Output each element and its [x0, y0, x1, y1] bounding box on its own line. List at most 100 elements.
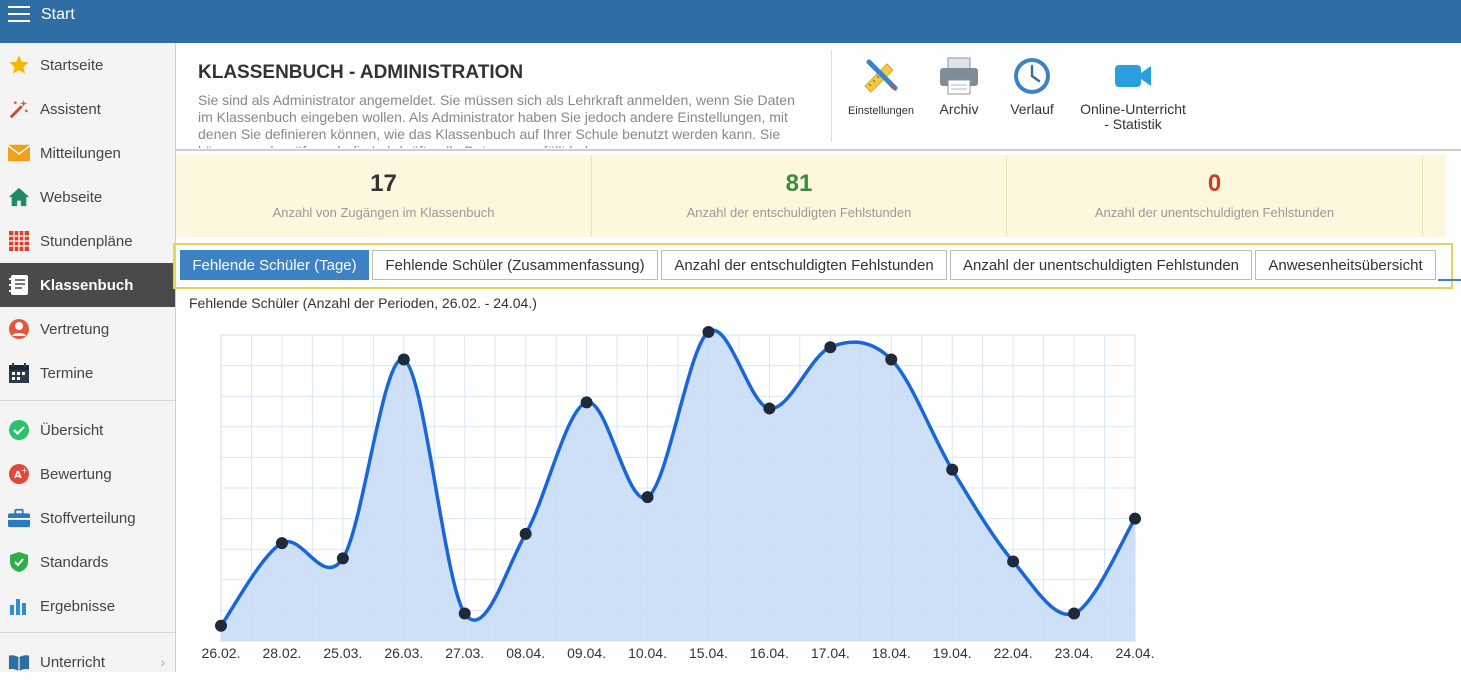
- open-book-icon: [8, 651, 30, 673]
- data-point: [641, 491, 654, 504]
- check-circle-icon: [8, 419, 30, 441]
- tab-missing-students-summary[interactable]: Fehlende Schüler (Zusammenfassung): [372, 250, 658, 280]
- sidebar-item-mitteilungen[interactable]: Mitteilungen: [0, 131, 175, 175]
- x-tick-label: 09.04.: [567, 645, 606, 661]
- data-point: [702, 325, 715, 338]
- absence-area-chart: 26.02. 28.02. 25.03. 26.03. 27.03. 08.04. 09.0…: [202, 325, 1155, 661]
- top-bar: Start: [0, 0, 1461, 43]
- svg-text:A: A: [14, 470, 22, 481]
- stat-accesses: 17 Anzahl von Zugängen im Klassenbuch: [176, 155, 591, 237]
- star-icon: [8, 54, 30, 76]
- settings-button[interactable]: Einstellungen: [845, 54, 917, 118]
- data-point: [946, 463, 959, 476]
- sidebar: Startseite Assistent Mitteilungen Websei…: [0, 43, 176, 672]
- stat-label: Anzahl der entschuldigten Fehlstunden: [686, 205, 912, 220]
- house-icon: [8, 186, 30, 208]
- sidebar-item-standards[interactable]: Standards: [0, 540, 175, 584]
- envelope-icon: [8, 142, 30, 164]
- notebook-icon: [8, 274, 30, 296]
- sidebar-item-unterricht[interactable]: Unterricht ›: [0, 640, 175, 684]
- briefcase-icon: [8, 507, 30, 529]
- settings-label: Einstellungen: [847, 105, 915, 117]
- x-tick-label: 28.02.: [262, 645, 301, 661]
- sidebar-item-stoffverteilung[interactable]: Stoffverteilung: [0, 496, 175, 540]
- data-point: [1068, 607, 1081, 620]
- stat-divider: [1006, 155, 1007, 237]
- sidebar-item-uebersicht[interactable]: Übersicht: [0, 408, 175, 452]
- ruler-pencil-icon: [845, 54, 917, 98]
- sidebar-item-label: Assistent: [40, 100, 101, 118]
- tab-missing-students-days[interactable]: Fehlende Schüler (Tage): [180, 250, 369, 280]
- sidebar-item-vertretung[interactable]: Vertretung: [0, 307, 175, 351]
- tab-attendance-overview[interactable]: Anwesenheitsübersicht: [1255, 250, 1436, 280]
- sidebar-item-stundenplaene[interactable]: Stundenpläne: [0, 219, 175, 263]
- sidebar-item-label: Unterricht: [40, 653, 106, 671]
- x-tick-label: 15.04.: [689, 645, 728, 661]
- data-point: [580, 396, 593, 409]
- tab-excused-hours[interactable]: Anzahl der entschuldigten Fehlstunden: [661, 250, 947, 280]
- sidebar-divider: [0, 400, 175, 401]
- data-point: [519, 527, 532, 540]
- x-tick-label: 10.04.: [628, 645, 667, 661]
- data-point: [275, 537, 288, 550]
- sidebar-item-label: Standards: [40, 553, 109, 571]
- sidebar-item-webseite[interactable]: Webseite: [0, 175, 175, 219]
- archive-button[interactable]: Archiv: [930, 54, 988, 116]
- online-label-2: - Statistik: [1104, 116, 1162, 132]
- stat-unexcused-hours: 0 Anzahl der unentschuldigten Fehlstunde…: [1007, 155, 1422, 237]
- history-button[interactable]: Verlauf: [1004, 54, 1060, 116]
- page-description: Sie sind als Administrator angemeldet. S…: [198, 92, 795, 148]
- magic-wand-icon: [8, 98, 30, 120]
- sidebar-item-ergebnisse[interactable]: Ergebnisse: [0, 584, 175, 628]
- stat-value: 81: [785, 170, 813, 197]
- shield-check-icon: [8, 551, 30, 573]
- data-point: [885, 353, 898, 366]
- stats-panel: 17 Anzahl von Zugängen im Klassenbuch 81…: [176, 155, 1446, 237]
- sidebar-item-bewertung[interactable]: A + Bewertung: [0, 452, 175, 496]
- online-label-1: Online-Unterricht: [1080, 101, 1186, 117]
- x-tick-label: 23.04.: [1055, 645, 1094, 661]
- sidebar-item-label: Übersicht: [40, 421, 104, 439]
- sidebar-item-label: Termine: [40, 364, 94, 382]
- x-tick-label: 08.04.: [506, 645, 545, 661]
- chevron-right-icon: ›: [160, 654, 165, 670]
- history-label: Verlauf: [1010, 101, 1054, 117]
- x-tick-label: 26.02.: [202, 645, 241, 661]
- sidebar-item-termine[interactable]: Termine: [0, 351, 175, 395]
- header-divider: [831, 50, 832, 142]
- tab-unexcused-hours[interactable]: Anzahl der unentschuldigten Fehlstunden: [950, 250, 1252, 280]
- data-point: [458, 607, 471, 620]
- bar-chart-icon: [8, 595, 30, 617]
- archive-label: Archiv: [939, 101, 979, 117]
- sidebar-item-startseite[interactable]: Startseite: [0, 43, 175, 87]
- calendar-icon: [8, 362, 30, 384]
- person-icon: [8, 318, 30, 340]
- x-tick-label: 27.03.: [445, 645, 484, 661]
- data-point: [1129, 512, 1141, 525]
- stat-label: Anzahl der unentschuldigten Fehlstunden: [1094, 205, 1335, 220]
- sidebar-item-label: Stoffverteilung: [40, 509, 136, 527]
- sidebar-item-assistent[interactable]: Assistent: [0, 87, 175, 131]
- stat-divider: [1422, 155, 1423, 237]
- x-tick-label: 19.04.: [933, 645, 972, 661]
- sidebar-item-label: Klassenbuch: [40, 276, 134, 294]
- app-title[interactable]: Start: [41, 6, 75, 23]
- x-tick-label: 25.03.: [323, 645, 362, 661]
- data-point: [824, 341, 837, 354]
- sidebar-item-label: Webseite: [40, 188, 103, 206]
- stat-divider: [591, 155, 592, 237]
- stat-excused-hours: 81 Anzahl der entschuldigten Fehlstunden: [592, 155, 1006, 237]
- data-point: [336, 552, 349, 565]
- online-statistics-button[interactable]: Online-Unterricht - Statistik: [1072, 54, 1194, 131]
- data-point: [397, 353, 410, 366]
- video-camera-icon: [1072, 54, 1194, 98]
- hamburger-menu-icon[interactable]: [8, 6, 30, 24]
- sidebar-divider: [0, 632, 175, 633]
- stat-label: Anzahl von Zugängen im Klassenbuch: [272, 205, 495, 220]
- tab-underline: [1438, 279, 1461, 281]
- x-tick-label: 24.04.: [1116, 645, 1155, 661]
- x-tick-label: 17.04.: [811, 645, 850, 661]
- sidebar-item-klassenbuch[interactable]: Klassenbuch: [0, 263, 175, 307]
- stat-value: 17: [370, 170, 397, 197]
- timetable-grid-icon: [8, 230, 30, 252]
